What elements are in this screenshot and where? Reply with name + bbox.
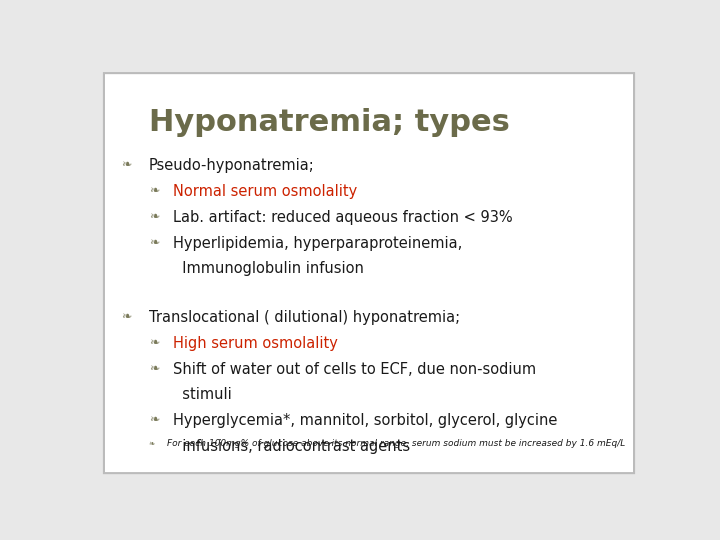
Text: ❧: ❧ — [148, 235, 159, 249]
Text: Hyponatremia; types: Hyponatremia; types — [148, 109, 510, 138]
Text: Normal serum osmolality: Normal serum osmolality — [173, 184, 357, 199]
Text: infusions, radiocontrast agents: infusions, radiocontrast agents — [173, 439, 410, 454]
Text: ❧: ❧ — [121, 158, 131, 171]
Text: Lab. artifact: reduced aqueous fraction < 93%: Lab. artifact: reduced aqueous fraction … — [173, 210, 512, 225]
Text: Hyperglycemia*, mannitol, sorbitol, glycerol, glycine: Hyperglycemia*, mannitol, sorbitol, glyc… — [173, 413, 557, 428]
Text: For each 100mg% of glucose above its normal range, serum sodium must be increase: For each 100mg% of glucose above its nor… — [167, 439, 625, 448]
Text: ❧: ❧ — [148, 336, 159, 349]
Text: ❧: ❧ — [121, 310, 131, 323]
Text: ❧: ❧ — [148, 210, 159, 223]
Text: stimuli: stimuli — [173, 388, 231, 402]
Text: Translocational ( dilutional) hyponatremia;: Translocational ( dilutional) hyponatrem… — [148, 310, 459, 325]
Text: ❧: ❧ — [148, 439, 155, 448]
Text: High serum osmolality: High serum osmolality — [173, 336, 338, 351]
Text: Hyperlipidemia, hyperparaproteinemia,: Hyperlipidemia, hyperparaproteinemia, — [173, 235, 462, 251]
Text: Shift of water out of cells to ECF, due non-sodium: Shift of water out of cells to ECF, due … — [173, 362, 536, 377]
Text: Immunoglobulin infusion: Immunoglobulin infusion — [173, 261, 364, 276]
FancyBboxPatch shape — [104, 73, 634, 473]
Text: Pseudo-hyponatremia;: Pseudo-hyponatremia; — [148, 158, 315, 173]
Text: ❧: ❧ — [148, 362, 159, 375]
Text: ❧: ❧ — [148, 184, 159, 197]
Text: ❧: ❧ — [148, 413, 159, 426]
